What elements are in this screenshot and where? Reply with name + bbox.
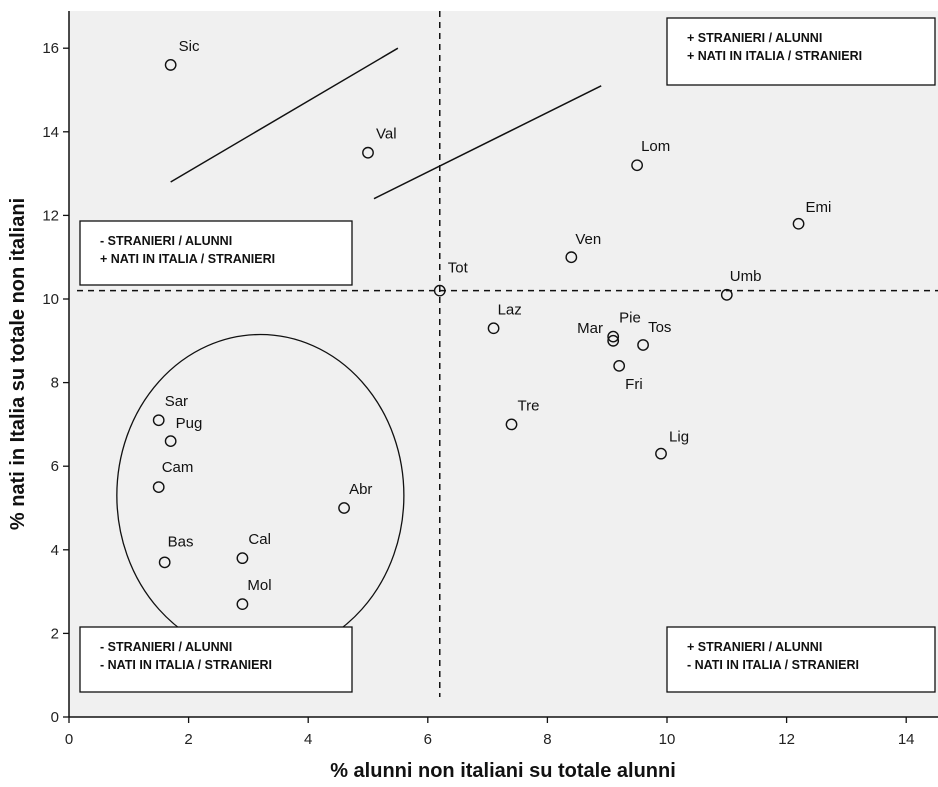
point-emi (792, 217, 805, 230)
point-label-fri: Fri (625, 376, 643, 393)
point-label-ven: Ven (575, 231, 601, 248)
plot-background (69, 11, 938, 717)
y-tick-label-10: 10 (42, 291, 59, 308)
x-tick-label-14: 14 (898, 731, 915, 748)
quadrant-box-top-left (79, 220, 353, 286)
x-tick-label-0: 0 (65, 731, 73, 748)
point-label-mol: Mol (247, 577, 271, 594)
quadrant-box-top-left-line-1: - STRANIERI / ALUNNI (100, 234, 232, 248)
quadrant-box-bottom-right (666, 626, 936, 693)
y-axis-title: % nati in Italia su totale non italiani (7, 198, 29, 530)
point-sic (164, 59, 177, 71)
point-val (362, 146, 374, 159)
y-tick-label-14: 14 (42, 124, 59, 141)
y-tick-label-16: 16 (42, 40, 59, 57)
points-layer: Sic Val Lom Emi Ven Tot Umb Laz Mar Pie Tos Fri Tre L… (152, 38, 832, 611)
y-tick-label-4: 4 (51, 542, 59, 559)
point-label-lig: Lig (669, 429, 689, 446)
point-label-lom: Lom (641, 138, 670, 155)
point-mar (607, 334, 620, 347)
point-label-pug: Pug (176, 415, 203, 432)
reference-lines-layer (77, 11, 938, 697)
point-label-bas: Bas (168, 533, 194, 550)
point-fri (613, 359, 626, 372)
point-cam (152, 481, 165, 493)
point-tre (505, 418, 518, 431)
point-label-laz: Laz (498, 301, 522, 318)
point-pug (164, 435, 177, 448)
point-tos (637, 339, 649, 351)
quadrant-box-bottom-right-line-2: - NATI IN ITALIA / STRANIERI (687, 658, 859, 672)
x-axis-title: % alunni non italiani su totale alunni (330, 760, 676, 782)
point-label-tre: Tre (518, 397, 540, 414)
quadrant-box-top-right-line-2: + NATI IN ITALIA / STRANIERI (687, 49, 862, 63)
trend-lines-layer (170, 47, 602, 200)
point-tot (433, 284, 446, 297)
x-tick-label-2: 2 (184, 731, 192, 748)
quadrant-box-top-left-line-2: + NATI IN ITALIA / STRANIERI (100, 252, 275, 266)
point-label-cal: Cal (248, 531, 271, 548)
point-laz (487, 322, 500, 335)
trend-line-2 (373, 85, 602, 200)
point-label-tot: Tot (448, 260, 469, 277)
y-tick-label-2: 2 (51, 625, 59, 642)
point-umb (720, 288, 733, 301)
x-tick-label-4: 4 (304, 731, 312, 748)
quadrant-box-top-right-line-1: + STRANIERI / ALUNNI (687, 31, 822, 45)
point-abr (338, 502, 350, 514)
point-sar (152, 414, 165, 427)
point-label-sar: Sar (165, 393, 188, 410)
point-lom (631, 159, 643, 172)
axes-layer: 0 2 4 6 8 10 12 14 16 0 2 4 6 8 10 12 14 (42, 11, 938, 748)
quadrant-box-bottom-left (79, 626, 353, 693)
quadrant-box-bottom-left-line-1: - STRANIERI / ALUNNI (100, 640, 232, 654)
x-tick-label-8: 8 (543, 731, 551, 748)
point-lig (655, 447, 667, 460)
point-label-mar: Mar (577, 320, 603, 337)
y-tick-label-8: 8 (51, 375, 59, 392)
point-mol (236, 598, 249, 611)
quadrant-box-bottom-right-line-1: + STRANIERI / ALUNNI (687, 640, 822, 654)
quadrant-box-top-right (666, 17, 936, 86)
trend-line-1 (170, 47, 399, 183)
point-label-sic: Sic (179, 38, 200, 55)
point-bas (158, 556, 171, 569)
quadrant-boxes-layer: + STRANIERI / ALUNNI + NATI IN ITALIA / S… (79, 17, 936, 693)
point-label-abr: Abr (349, 481, 372, 498)
point-label-cam: Cam (162, 459, 194, 476)
point-label-emi: Emi (806, 199, 832, 216)
point-cal (236, 552, 249, 565)
x-tick-label-10: 10 (659, 731, 676, 748)
point-label-tos: Tos (648, 319, 671, 336)
y-tick-label-6: 6 (51, 458, 59, 475)
point-label-pie: Pie (619, 310, 641, 327)
x-tick-label-12: 12 (778, 731, 795, 748)
quadrant-box-bottom-left-line-2: - NATI IN ITALIA / STRANIERI (100, 658, 272, 672)
point-pie (607, 330, 620, 343)
y-tick-label-0: 0 (51, 709, 59, 726)
point-label-val: Val (376, 126, 397, 143)
y-tick-label-12: 12 (42, 207, 59, 224)
point-label-umb: Umb (730, 268, 762, 285)
x-tick-label-6: 6 (424, 731, 432, 748)
point-ven (565, 251, 578, 264)
